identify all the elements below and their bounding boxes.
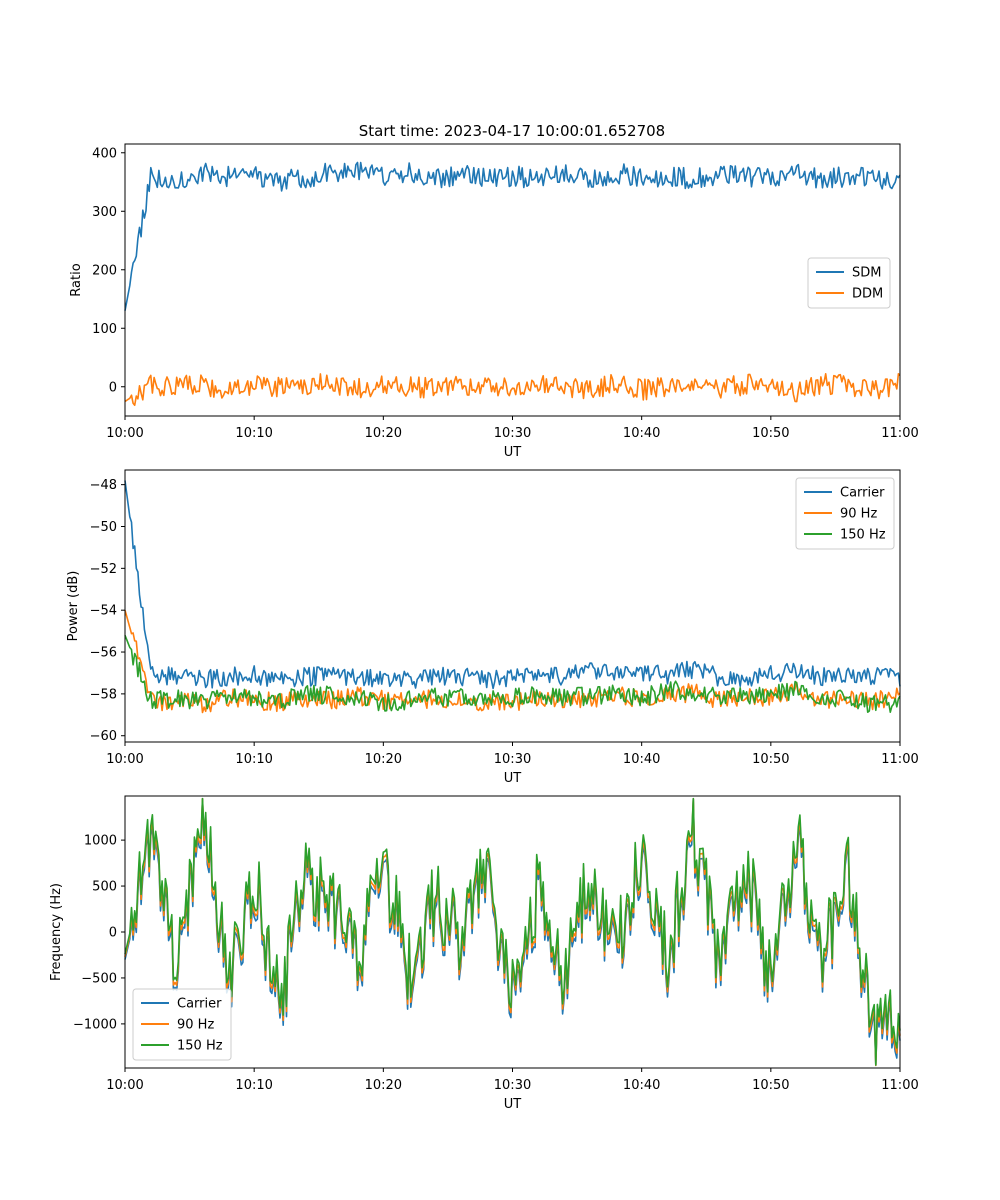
x-tick-label: 10:20	[365, 426, 402, 441]
x-tick-label: 10:20	[365, 752, 402, 767]
series-group	[124, 797, 901, 1067]
series-line-carrier	[124, 797, 901, 1067]
x-tick-label: 10:10	[235, 426, 272, 441]
legend-label-carrier: Carrier	[177, 997, 222, 1012]
plot-frame	[124, 143, 901, 417]
y-tick-label: −52	[90, 562, 117, 577]
plot-frame	[124, 795, 901, 1069]
x-axis-label: UT	[504, 445, 522, 460]
y-axis-label: Frequency (Hz)	[49, 883, 64, 981]
legend-label-150-hz: 150 Hz	[840, 528, 886, 543]
y-tick-label: −56	[90, 646, 117, 661]
x-tick-label: 10:00	[106, 1078, 143, 1093]
legend-box	[795, 477, 895, 550]
y-tick-label: −48	[90, 478, 117, 493]
legend-box	[807, 257, 891, 309]
series-line-150-hz	[124, 797, 901, 1066]
y-tick-label: 0	[109, 380, 117, 395]
x-axis-label: UT	[504, 771, 522, 786]
series-group	[124, 480, 901, 714]
series-line-ddm	[124, 372, 901, 407]
x-tick-label: 10:30	[494, 752, 531, 767]
x-tick-label: 10:00	[106, 752, 143, 767]
legend: Carrier 90 Hz 150 Hz	[132, 988, 232, 1061]
y-tick-label: −50	[90, 520, 117, 535]
legend-label-90-hz: 90 Hz	[840, 507, 877, 522]
legend-box	[132, 988, 232, 1061]
x-tick-label: 10:30	[494, 426, 531, 441]
legend: Carrier 90 Hz 150 Hz	[795, 477, 895, 550]
x-tick-label: 10:00	[106, 426, 143, 441]
legend: SDM DDM	[807, 257, 891, 309]
x-tick-label: 10:50	[752, 1078, 789, 1093]
x-tick-label: 10:40	[623, 752, 660, 767]
x-tick-label: 10:20	[365, 1078, 402, 1093]
x-tick-label: 10:30	[494, 1078, 531, 1093]
y-tick-label: −500	[81, 971, 117, 986]
legend-label-90-hz: 90 Hz	[177, 1018, 214, 1033]
x-tick-label: 10:10	[235, 1078, 272, 1093]
x-tick-label: 11:00	[881, 426, 918, 441]
x-tick-label: 10:10	[235, 752, 272, 767]
y-tick-label: −58	[90, 687, 117, 702]
y-tick-label: 100	[92, 322, 117, 337]
y-tick-label: 1000	[84, 834, 117, 849]
x-tick-label: 10:40	[623, 1078, 660, 1093]
ratio-chart: 10:00 10:10 10:20 10:30 10:40 10:50 11:00 0 100 2…	[69, 143, 919, 460]
y-axis-label: Ratio	[69, 263, 84, 296]
series-line-sdm	[124, 161, 901, 311]
y-tick-label: 300	[92, 205, 117, 220]
x-tick-label: 11:00	[881, 1078, 918, 1093]
legend-label-carrier: Carrier	[840, 486, 885, 501]
legend-label-sdm: SDM	[852, 266, 881, 281]
y-tick-label: −54	[90, 604, 117, 619]
y-tick-label: −60	[90, 729, 117, 744]
x-tick-label: 10:50	[752, 426, 789, 441]
series-line-carrier	[124, 480, 901, 690]
y-tick-label: −1000	[73, 1017, 117, 1032]
y-tick-label: 400	[92, 146, 117, 161]
y-axis-label: Power (dB)	[66, 571, 81, 642]
y-tick-label: 200	[92, 263, 117, 278]
series-group	[124, 161, 901, 407]
series-line-90-hz	[124, 797, 901, 1067]
legend-label-150-hz: 150 Hz	[177, 1039, 223, 1054]
y-tick-label: 0	[109, 926, 117, 941]
series-line-90-hz	[124, 609, 901, 714]
power-chart: 10:00 10:10 10:20 10:30 10:40 10:50 11:00 −60 −5…	[66, 469, 919, 786]
legend-label-ddm: DDM	[852, 287, 883, 302]
figure-title: Start time: 2023-04-17 10:00:01.652708	[359, 122, 665, 140]
y-tick-label: 500	[92, 880, 117, 895]
frequency-chart: 10:00 10:10 10:20 10:30 10:40 10:50 11:00 −1000…	[49, 795, 919, 1112]
x-tick-label: 10:40	[623, 426, 660, 441]
x-tick-label: 11:00	[881, 752, 918, 767]
x-tick-label: 10:50	[752, 752, 789, 767]
series-line-150-hz	[124, 635, 901, 714]
x-axis-label: UT	[504, 1097, 522, 1112]
